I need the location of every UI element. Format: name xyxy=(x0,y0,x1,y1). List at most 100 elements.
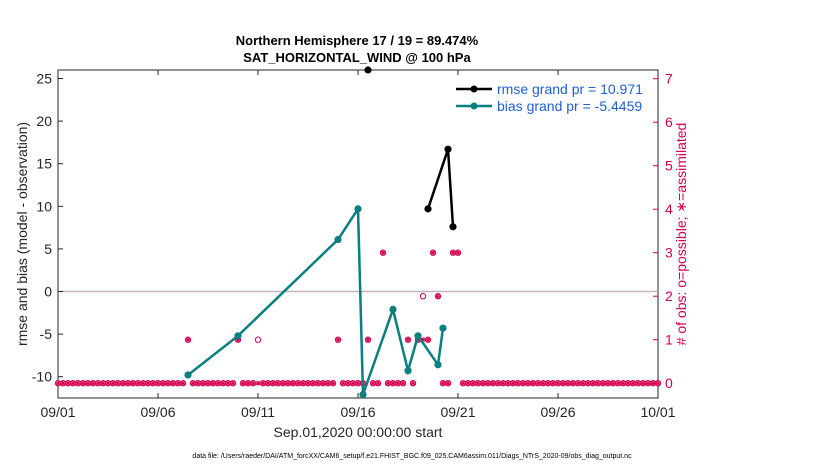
obs-assimilated-marker xyxy=(545,380,551,386)
obs-assimilated-stroke xyxy=(540,381,546,386)
y2-tick-label: 4 xyxy=(665,201,673,217)
obs-assimilated-stroke xyxy=(310,381,316,386)
obs-assimilated-marker xyxy=(560,380,566,386)
obs-assimilated-stroke xyxy=(285,381,291,386)
obs-assimilated-stroke xyxy=(230,381,236,386)
obs-assimilated-stroke xyxy=(505,381,511,386)
obs-assimilated-stroke xyxy=(380,250,386,255)
obs-assimilated-stroke xyxy=(450,250,456,255)
obs-assimilated-marker xyxy=(170,380,176,386)
y-tick-label: 15 xyxy=(36,156,52,172)
obs-assimilated-stroke xyxy=(580,381,586,386)
obs-assimilated-marker xyxy=(110,380,116,386)
obs-assimilated-stroke xyxy=(180,381,186,386)
obs-assimilated-marker xyxy=(600,380,606,386)
obs-assimilated-stroke xyxy=(275,381,281,386)
obs-assimilated-marker xyxy=(335,337,341,343)
obs-assimilated-marker xyxy=(555,380,561,386)
obs-assimilated-stroke xyxy=(335,337,341,342)
obs-assimilated-marker xyxy=(190,380,196,386)
obs-assimilated-stroke xyxy=(410,381,416,386)
obs-assimilated-marker xyxy=(580,380,586,386)
y-tick-label: 5 xyxy=(44,241,52,257)
y2-tick-label: 5 xyxy=(665,158,673,174)
bias-data-point xyxy=(389,305,397,313)
obs-assimilated-marker xyxy=(95,380,101,386)
obs-assimilated-marker xyxy=(55,380,61,386)
obs-assimilated-stroke xyxy=(95,381,101,386)
obs-assimilated-stroke xyxy=(515,381,521,386)
obs-assimilated-marker xyxy=(595,380,601,386)
x-tick-label: 09/16 xyxy=(340,404,375,420)
obs-assimilated-stroke xyxy=(590,381,596,386)
rmse-data-point xyxy=(424,205,432,213)
obs-assimilated-stroke xyxy=(350,381,356,386)
y-tick-label: 20 xyxy=(36,113,52,129)
obs-assimilated-stroke xyxy=(385,381,391,386)
obs-assimilated-stroke xyxy=(320,381,326,386)
obs-assimilated-stroke xyxy=(105,381,111,386)
obs-assimilated-marker xyxy=(375,380,381,386)
obs-assimilated-marker xyxy=(85,380,91,386)
series-lines xyxy=(184,66,457,399)
obs-assimilated-stroke xyxy=(500,381,506,386)
obs-assimilated-marker xyxy=(255,380,261,386)
y2-tick-label: 1 xyxy=(665,332,673,348)
obs-assimilated-marker xyxy=(385,380,391,386)
x-tick-label: 09/11 xyxy=(241,404,275,420)
obs-assimilated-marker xyxy=(100,380,106,386)
obs-assimilated-marker xyxy=(145,380,151,386)
obs-assimilated-marker xyxy=(285,380,291,386)
obs-assimilated-marker xyxy=(250,380,256,386)
obs-assimilated-stroke xyxy=(150,381,156,386)
bias-data-point xyxy=(184,371,192,379)
y-tick-label: 10 xyxy=(36,198,52,214)
obs-assimilated-stroke xyxy=(220,381,226,386)
obs-assimilated-marker xyxy=(245,380,251,386)
obs-assimilated-stroke xyxy=(530,381,536,386)
obs-assimilated-stroke xyxy=(510,381,516,386)
obs-assimilated-stroke xyxy=(525,381,531,386)
obs-assimilated-stroke xyxy=(605,381,611,386)
obs-assimilated-marker xyxy=(445,380,451,386)
y2-axis-label: # of obs: o=possible; ∗=assimilated xyxy=(673,123,689,346)
obs-assimilated-marker xyxy=(565,380,571,386)
obs-assimilated-stroke xyxy=(470,381,476,386)
obs-assimilated-stroke xyxy=(585,381,591,386)
obs-assimilated-marker xyxy=(320,380,326,386)
obs-assimilated-marker xyxy=(480,380,486,386)
obs-assimilated-marker xyxy=(350,380,356,386)
obs-assimilated-marker xyxy=(185,337,191,343)
obs-assimilated-marker xyxy=(400,380,406,386)
obs-assimilated-marker xyxy=(105,380,111,386)
bias-data-point xyxy=(234,332,242,340)
obs-assimilated-stroke xyxy=(75,381,81,386)
obs-assimilated-marker xyxy=(315,380,321,386)
obs-possible-marker xyxy=(379,249,387,256)
obs-assimilated-stroke xyxy=(615,381,621,386)
obs-assimilated-stroke xyxy=(545,381,551,386)
obs-assimilated-stroke xyxy=(110,381,116,386)
obs-assimilated-stroke xyxy=(375,381,381,386)
obs-assimilated-marker xyxy=(60,380,66,386)
obs-assimilated-marker xyxy=(465,380,471,386)
x-axis-label: Sep.01,2020 00:00:00 start xyxy=(274,424,443,440)
obs-assimilated-marker xyxy=(535,380,541,386)
obs-assimilated-stroke xyxy=(445,381,451,386)
chart-title: Northern Hemisphere 17 / 19 = 89.474% xyxy=(236,33,479,48)
obs-assimilated-stroke xyxy=(560,381,566,386)
obs-assimilated-marker xyxy=(65,380,71,386)
obs-assimilated-marker xyxy=(120,380,126,386)
obs-assimilated-stroke xyxy=(430,250,436,255)
obs-assimilated-stroke xyxy=(645,381,651,386)
obs-assimilated-marker xyxy=(615,380,621,386)
obs-assimilated-stroke xyxy=(460,381,466,386)
obs-assimilated-marker xyxy=(490,380,496,386)
obs-assimilated-marker xyxy=(265,380,271,386)
obs-assimilated-stroke xyxy=(70,381,76,386)
x-tick-label: 09/01 xyxy=(40,404,75,420)
obs-assimilated-marker xyxy=(605,380,611,386)
obs-assimilated-stroke xyxy=(165,381,171,386)
y2-tick-label: 7 xyxy=(665,71,673,87)
obs-assimilated-stroke xyxy=(85,381,91,386)
